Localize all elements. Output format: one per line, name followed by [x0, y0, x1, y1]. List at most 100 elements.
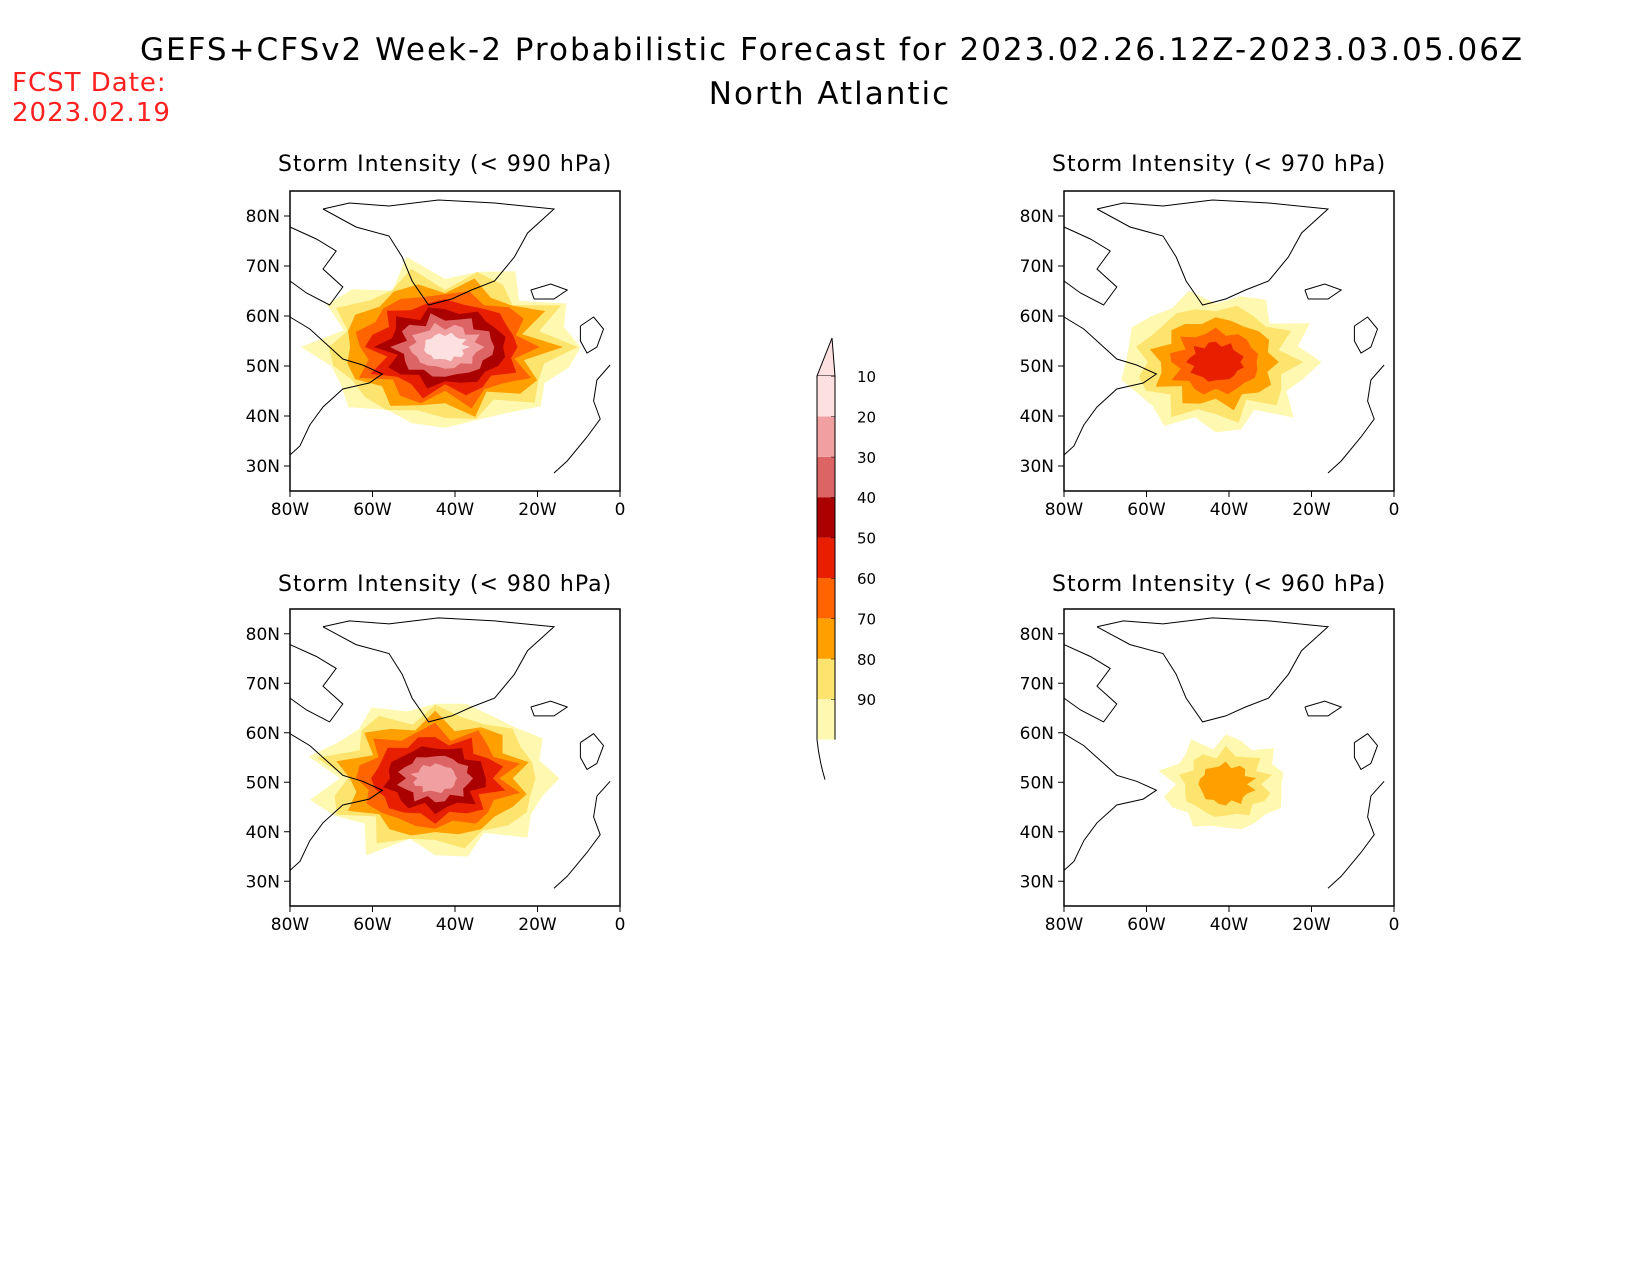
lat-tick-label: 30N — [246, 872, 280, 892]
coastline-1 — [1063, 644, 1118, 723]
map-panel-p960: 80N 70N 60N 50N 40N 30N 80W 60W 40W 20W 0 — [1020, 608, 1400, 935]
colorbar-swatch-20 — [817, 658, 835, 700]
lat-tick-label: 60N — [246, 307, 280, 327]
fcst-date-label: FCST Date: — [12, 68, 167, 98]
colorbar-swatch-80 — [817, 416, 835, 457]
lon-tick-label: 20W — [1292, 915, 1331, 935]
colorbar-label: 70 — [857, 610, 876, 628]
lon-tick-label: 80W — [271, 915, 310, 935]
colorbar-label: 80 — [857, 651, 876, 669]
map-panel-p990: 80N 70N 60N 50N 40N 30N 80W 60W 40W 20W 0 — [246, 190, 626, 520]
colorbar: 90 80 70 60 50 40 30 20 10 — [816, 337, 876, 780]
lon-tick-label: 40W — [436, 500, 475, 520]
lon-tick-label: 80W — [271, 500, 310, 520]
coastline-3 — [1304, 283, 1343, 300]
coastline-3 — [530, 700, 569, 717]
lon-tick-label: 60W — [1127, 915, 1166, 935]
probability-contour-30 — [1198, 761, 1257, 806]
lat-tick-label: 80N — [1020, 625, 1054, 645]
lat-tick-label: 80N — [246, 207, 280, 227]
colorbar-swatch-70 — [817, 456, 835, 498]
lon-tick-label: 20W — [518, 915, 557, 935]
coastline-1 — [289, 644, 344, 723]
lat-tick-label: 30N — [1020, 457, 1054, 477]
lat-tick-label: 40N — [1020, 407, 1054, 427]
lon-tick-label: 20W — [1292, 500, 1331, 520]
colorbar-label: 10 — [857, 368, 876, 386]
lat-tick-label: 30N — [1020, 872, 1054, 892]
coastline-2 — [289, 316, 384, 456]
coastline-4 — [1353, 316, 1379, 354]
colorbar-label: 40 — [857, 489, 876, 507]
lon-tick-label: 0 — [615, 915, 626, 935]
panel-title-980: Storm Intensity (< 980 hPa) — [278, 572, 613, 597]
colorbar-top-arrow — [816, 337, 836, 377]
coastline-1 — [1063, 226, 1118, 306]
colorbar-swatch-50 — [817, 537, 835, 578]
lat-tick-label: 40N — [1020, 823, 1054, 843]
lat-tick-label: 40N — [246, 407, 280, 427]
colorbar-bottom-curve — [816, 739, 826, 780]
coastline-4 — [579, 733, 605, 771]
colorbar-label: 90 — [857, 691, 876, 709]
coastline-5 — [553, 364, 611, 474]
probability-contour-50 — [1186, 341, 1244, 382]
lon-tick-label: 40W — [1210, 915, 1249, 935]
lon-tick-label: 60W — [1127, 500, 1166, 520]
coastline-2 — [1063, 316, 1158, 456]
map-panel-p970: 80N 70N 60N 50N 40N 30N 80W 60W 40W 20W 0 — [1020, 190, 1400, 520]
lat-tick-label: 60N — [246, 724, 280, 744]
lon-tick-label: 60W — [353, 500, 392, 520]
colorbar-swatch-40 — [817, 578, 835, 619]
coastline-0 — [322, 617, 556, 723]
lat-tick-label: 80N — [246, 625, 280, 645]
coastline-1 — [289, 226, 344, 306]
lat-tick-label: 60N — [1020, 724, 1054, 744]
lon-tick-label: 0 — [1389, 500, 1400, 520]
coastline-0 — [322, 199, 556, 306]
coastline-2 — [289, 733, 384, 871]
lat-tick-label: 50N — [1020, 357, 1054, 377]
panel-title-990: Storm Intensity (< 990 hPa) — [278, 152, 613, 177]
lat-tick-label: 70N — [246, 674, 280, 694]
lon-tick-label: 40W — [436, 915, 475, 935]
lat-tick-label: 50N — [1020, 773, 1054, 793]
lon-tick-label: 80W — [1045, 500, 1084, 520]
coastline-5 — [1327, 364, 1385, 474]
probability-contour-80 — [410, 763, 457, 794]
probability-contour-90 — [424, 332, 471, 362]
colorbar-swatch-30 — [817, 618, 835, 659]
colorbar-swatch-60 — [817, 497, 835, 538]
coastline-0 — [1096, 617, 1330, 723]
colorbar-swatch-90 — [817, 376, 835, 417]
colorbar-label: 30 — [857, 449, 876, 467]
lon-tick-label: 0 — [1389, 915, 1400, 935]
panel-title-970: Storm Intensity (< 970 hPa) — [1052, 152, 1387, 177]
panel-title-960: Storm Intensity (< 960 hPa) — [1052, 572, 1387, 597]
lat-tick-label: 40N — [246, 823, 280, 843]
lat-tick-label: 70N — [246, 257, 280, 277]
lat-tick-label: 50N — [246, 773, 280, 793]
coastline-4 — [579, 316, 605, 354]
coastline-5 — [553, 780, 611, 889]
lat-tick-label: 30N — [246, 457, 280, 477]
lon-tick-label: 0 — [615, 500, 626, 520]
coastline-0 — [1096, 199, 1330, 306]
lon-tick-label: 60W — [353, 915, 392, 935]
lon-tick-label: 40W — [1210, 500, 1249, 520]
fcst-date-value: 2023.02.19 — [12, 98, 171, 128]
lon-tick-label: 20W — [518, 500, 557, 520]
coastline-5 — [1327, 780, 1385, 889]
map-panel-p980: 80N 70N 60N 50N 40N 30N 80W 60W 40W 20W 0 — [246, 608, 626, 935]
lat-tick-label: 80N — [1020, 207, 1054, 227]
lat-tick-label: 70N — [1020, 257, 1054, 277]
coastline-3 — [1304, 700, 1343, 717]
lon-tick-label: 80W — [1045, 915, 1084, 935]
colorbar-label: 50 — [857, 530, 876, 548]
coastline-3 — [530, 283, 569, 300]
region-title: North Atlantic — [708, 76, 952, 112]
coastline-4 — [1353, 733, 1379, 771]
main-title: GEFS+CFSv2 Week-2 Probabilistic Forecast… — [140, 32, 1525, 68]
lat-tick-label: 70N — [1020, 674, 1054, 694]
